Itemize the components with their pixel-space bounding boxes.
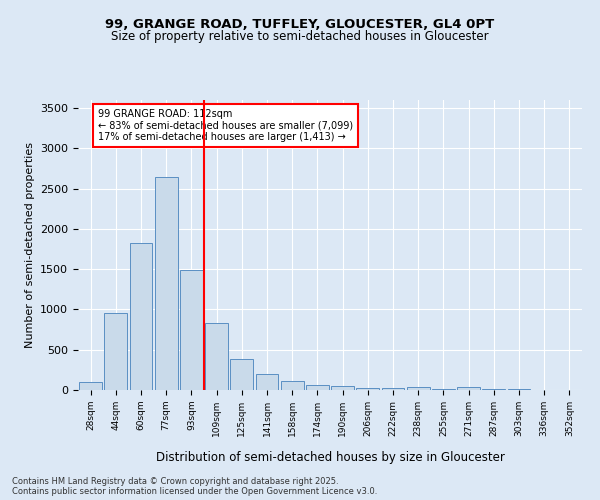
Bar xyxy=(432,389,455,390)
Text: 99 GRANGE ROAD: 112sqm
← 83% of semi-detached houses are smaller (7,099)
17% of : 99 GRANGE ROAD: 112sqm ← 83% of semi-det… xyxy=(98,108,353,142)
Bar xyxy=(256,374,278,390)
Bar xyxy=(104,314,127,390)
Bar xyxy=(407,387,430,390)
Bar xyxy=(331,386,354,390)
Text: Size of property relative to semi-detached houses in Gloucester: Size of property relative to semi-detach… xyxy=(111,30,489,43)
Text: Contains public sector information licensed under the Open Government Licence v3: Contains public sector information licen… xyxy=(12,486,377,496)
Bar xyxy=(508,389,530,390)
Bar xyxy=(79,382,102,390)
Text: Contains HM Land Registry data © Crown copyright and database right 2025.: Contains HM Land Registry data © Crown c… xyxy=(12,476,338,486)
Bar xyxy=(306,385,329,390)
Bar xyxy=(457,387,480,390)
Bar xyxy=(356,388,379,390)
Text: Distribution of semi-detached houses by size in Gloucester: Distribution of semi-detached houses by … xyxy=(155,451,505,464)
Text: 99, GRANGE ROAD, TUFFLEY, GLOUCESTER, GL4 0PT: 99, GRANGE ROAD, TUFFLEY, GLOUCESTER, GL… xyxy=(106,18,494,30)
Bar xyxy=(382,388,404,390)
Y-axis label: Number of semi-detached properties: Number of semi-detached properties xyxy=(25,142,35,348)
Bar xyxy=(482,389,505,390)
Bar xyxy=(130,244,152,390)
Bar xyxy=(180,270,203,390)
Bar xyxy=(230,358,253,390)
Bar xyxy=(281,381,304,390)
Bar xyxy=(205,323,228,390)
Bar xyxy=(155,178,178,390)
